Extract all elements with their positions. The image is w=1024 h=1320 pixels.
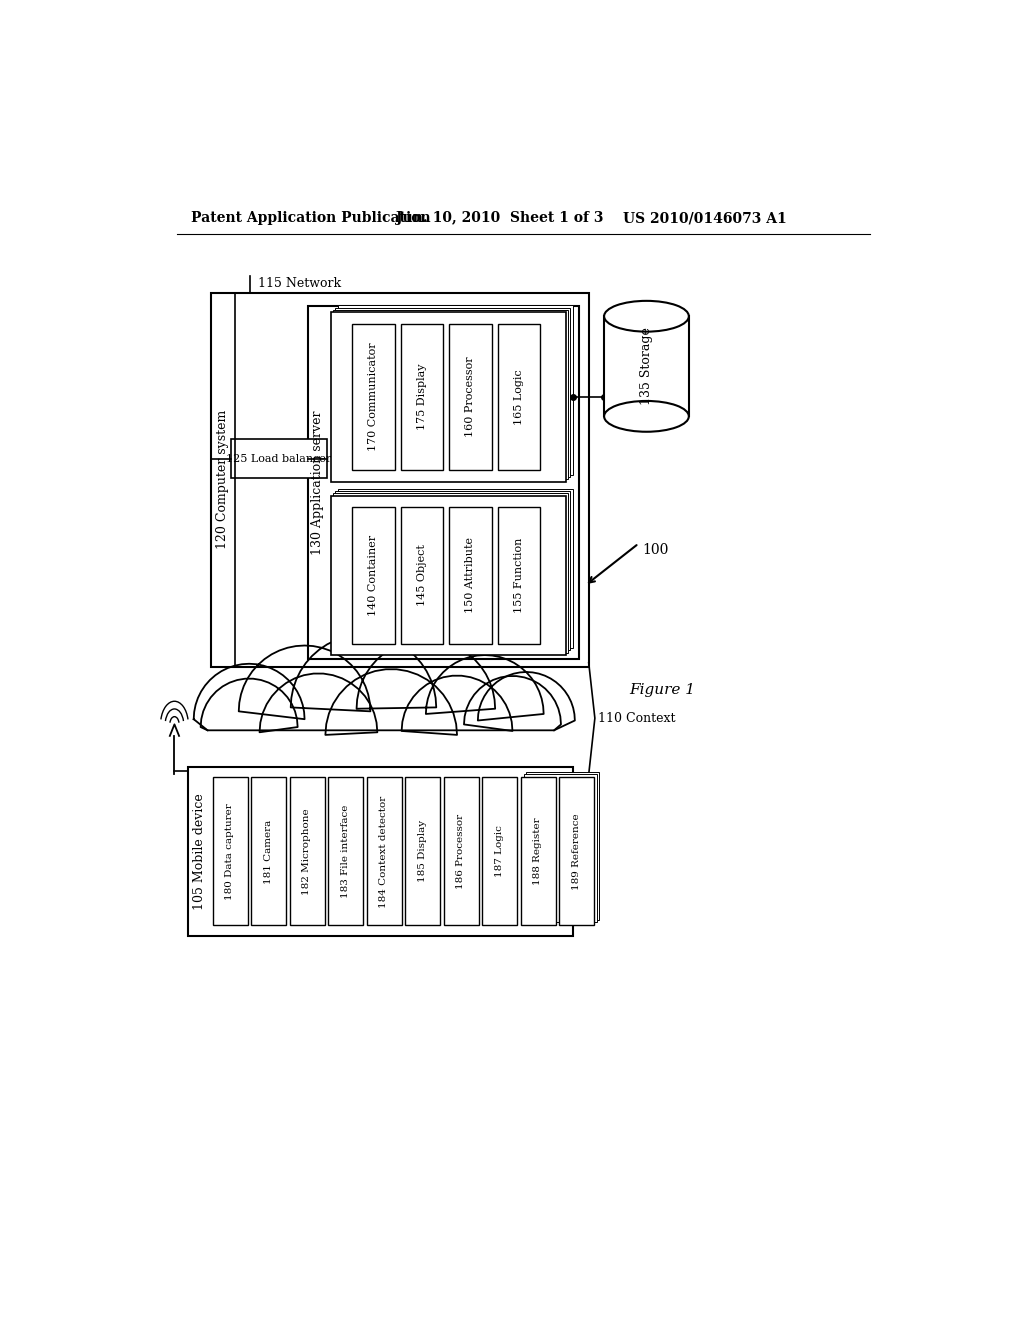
- Text: 140 Container: 140 Container: [368, 535, 378, 615]
- Bar: [352, 507, 394, 644]
- Bar: [333, 310, 568, 479]
- Bar: [450, 323, 492, 470]
- Text: 185 Display: 185 Display: [418, 820, 427, 883]
- Text: Patent Application Publication: Patent Application Publication: [190, 211, 430, 226]
- Bar: [521, 777, 556, 925]
- Text: 110 Context: 110 Context: [598, 711, 676, 725]
- Text: 184 Context detector: 184 Context detector: [379, 795, 388, 908]
- Bar: [524, 775, 597, 923]
- Text: 189 Reference: 189 Reference: [571, 813, 581, 890]
- Bar: [526, 772, 599, 920]
- Bar: [604, 317, 689, 416]
- Bar: [400, 507, 443, 644]
- Bar: [367, 777, 401, 925]
- Bar: [406, 777, 440, 925]
- Bar: [559, 777, 594, 925]
- Bar: [252, 777, 286, 925]
- Text: 188 Register: 188 Register: [534, 817, 543, 886]
- Bar: [333, 494, 568, 653]
- Ellipse shape: [604, 301, 689, 331]
- Bar: [290, 777, 325, 925]
- Text: 187 Logic: 187 Logic: [495, 825, 504, 878]
- Text: 115 Network: 115 Network: [258, 277, 341, 290]
- Text: 130 Application server: 130 Application server: [311, 411, 325, 554]
- Bar: [188, 767, 573, 936]
- Text: 125 Load balancer: 125 Load balancer: [225, 454, 331, 463]
- Text: 100: 100: [643, 543, 669, 557]
- Bar: [307, 306, 579, 659]
- Bar: [336, 491, 570, 651]
- Bar: [230, 440, 327, 478]
- Ellipse shape: [604, 401, 689, 432]
- Bar: [211, 293, 589, 667]
- Bar: [352, 323, 394, 470]
- Bar: [450, 507, 492, 644]
- Text: 165 Logic: 165 Logic: [514, 370, 523, 425]
- Bar: [482, 777, 517, 925]
- Text: 183 File interface: 183 File interface: [341, 805, 350, 898]
- Text: 120 Computer system: 120 Computer system: [216, 411, 228, 549]
- Bar: [331, 313, 565, 482]
- Bar: [331, 496, 565, 655]
- Text: 170 Communicator: 170 Communicator: [368, 343, 378, 451]
- Polygon shape: [201, 669, 561, 735]
- Text: 105 Mobile device: 105 Mobile device: [193, 793, 206, 909]
- Text: 180 Data capturer: 180 Data capturer: [225, 803, 234, 900]
- Bar: [329, 777, 364, 925]
- Text: 175 Display: 175 Display: [417, 364, 427, 430]
- Text: 155 Function: 155 Function: [514, 537, 523, 612]
- Text: 186 Processor: 186 Processor: [457, 814, 465, 888]
- Text: 181 Camera: 181 Camera: [264, 820, 272, 883]
- Bar: [336, 308, 570, 478]
- Bar: [400, 323, 443, 470]
- Bar: [338, 488, 572, 648]
- Text: 145 Object: 145 Object: [417, 544, 427, 606]
- Polygon shape: [194, 635, 574, 730]
- Text: 160 Processor: 160 Processor: [465, 356, 475, 437]
- Text: Figure 1: Figure 1: [629, 682, 695, 697]
- Bar: [498, 507, 541, 644]
- Text: Jun. 10, 2010  Sheet 1 of 3: Jun. 10, 2010 Sheet 1 of 3: [396, 211, 604, 226]
- Bar: [498, 323, 541, 470]
- Text: 182 Microphone: 182 Microphone: [302, 808, 311, 895]
- Bar: [444, 777, 478, 925]
- Text: 135 Storage: 135 Storage: [640, 327, 653, 405]
- Bar: [213, 777, 248, 925]
- Text: 150 Attribute: 150 Attribute: [465, 537, 475, 612]
- Text: US 2010/0146073 A1: US 2010/0146073 A1: [624, 211, 787, 226]
- Bar: [338, 305, 572, 475]
